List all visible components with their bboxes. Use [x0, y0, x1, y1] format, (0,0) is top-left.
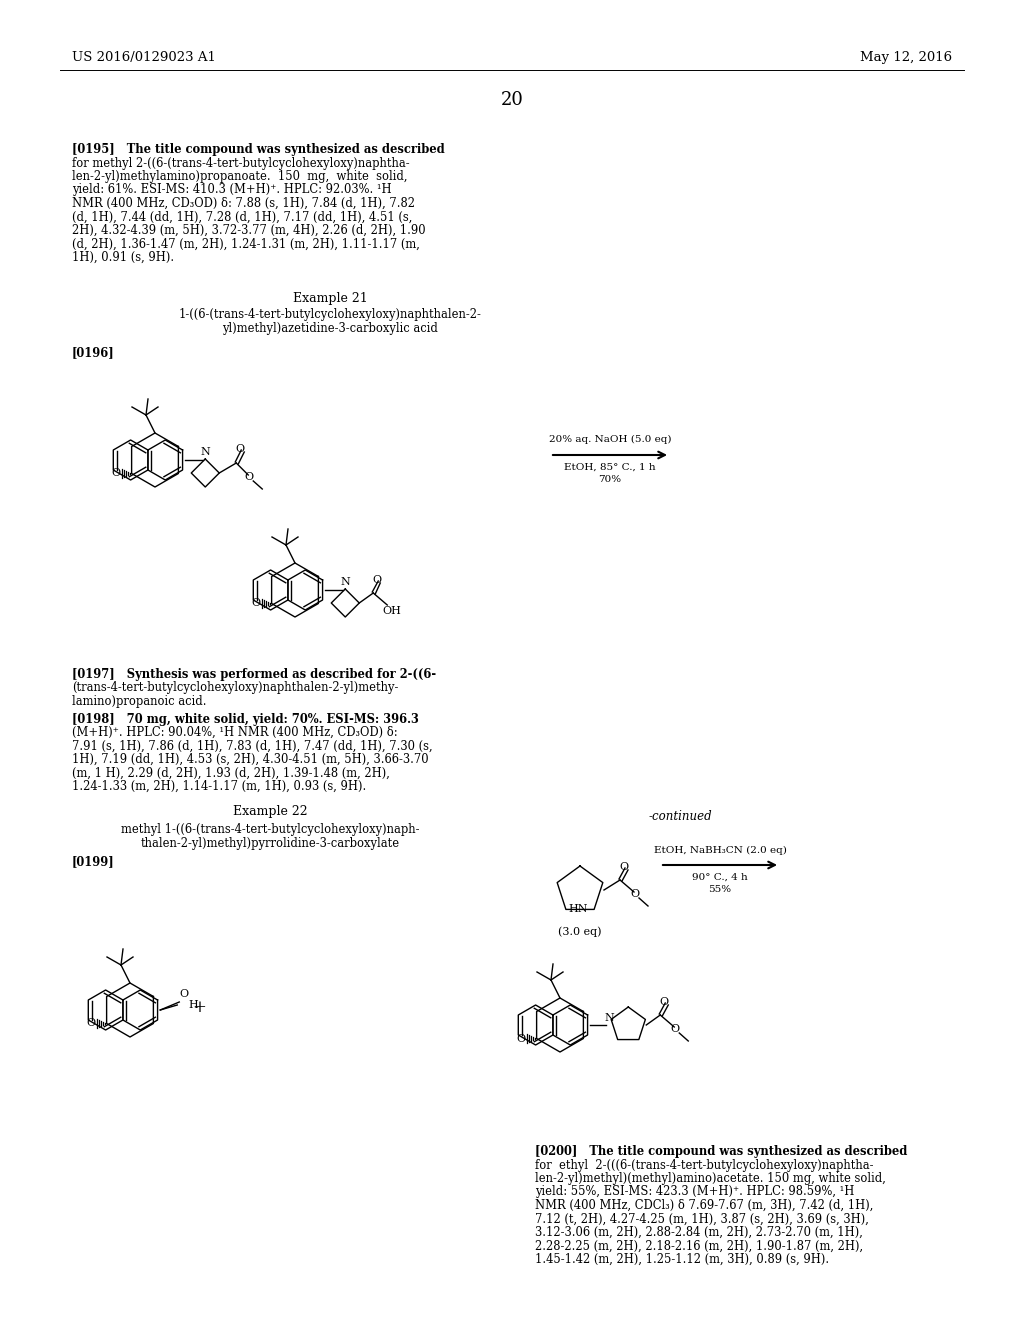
Text: (3.0 eq): (3.0 eq)	[558, 927, 602, 937]
Text: 7.91 (s, 1H), 7.86 (d, 1H), 7.83 (d, 1H), 7.47 (dd, 1H), 7.30 (s,: 7.91 (s, 1H), 7.86 (d, 1H), 7.83 (d, 1H)…	[72, 739, 432, 752]
Text: 7.12 (t, 2H), 4.27-4.25 (m, 1H), 3.87 (s, 2H), 3.69 (s, 3H),: 7.12 (t, 2H), 4.27-4.25 (m, 1H), 3.87 (s…	[535, 1213, 869, 1225]
Text: 20% aq. NaOH (5.0 eq): 20% aq. NaOH (5.0 eq)	[549, 434, 672, 444]
Text: OH: OH	[383, 606, 401, 616]
Text: N: N	[201, 447, 210, 457]
Text: O: O	[111, 469, 120, 479]
Text: 3.12-3.06 (m, 2H), 2.88-2.84 (m, 2H), 2.73-2.70 (m, 1H),: 3.12-3.06 (m, 2H), 2.88-2.84 (m, 2H), 2.…	[535, 1226, 863, 1239]
Text: methyl 1-((6-(trans-4-tert-butylcyclohexyloxy)naph-: methyl 1-((6-(trans-4-tert-butylcyclohex…	[121, 822, 419, 836]
Text: N: N	[604, 1012, 614, 1023]
Text: NMR (400 MHz, CD₃OD) δ: 7.88 (s, 1H), 7.84 (d, 1H), 7.82: NMR (400 MHz, CD₃OD) δ: 7.88 (s, 1H), 7.…	[72, 197, 415, 210]
Text: 2.28-2.25 (m, 2H), 2.18-2.16 (m, 2H), 1.90-1.87 (m, 2H),: 2.28-2.25 (m, 2H), 2.18-2.16 (m, 2H), 1.…	[535, 1239, 863, 1253]
Text: O: O	[620, 862, 629, 873]
Text: len-2-yl)methyl)(methyl)amino)acetate. 150 mg, white solid,: len-2-yl)methyl)(methyl)amino)acetate. 1…	[535, 1172, 886, 1185]
Text: 1H), 7.19 (dd, 1H), 4.53 (s, 2H), 4.30-4.51 (m, 5H), 3.66-3.70: 1H), 7.19 (dd, 1H), 4.53 (s, 2H), 4.30-4…	[72, 752, 429, 766]
Text: O: O	[179, 989, 188, 999]
Text: O: O	[245, 473, 254, 482]
Text: [0197]   Synthesis was performed as described for 2-((6-: [0197] Synthesis was performed as descri…	[72, 668, 436, 681]
Text: 90° C., 4 h: 90° C., 4 h	[692, 873, 748, 882]
Text: HN: HN	[568, 904, 588, 915]
Text: yield: 55%, ESI-MS: 423.3 (M+H)⁺. HPLC: 98.59%, ¹H: yield: 55%, ESI-MS: 423.3 (M+H)⁺. HPLC: …	[535, 1185, 854, 1199]
Text: O: O	[671, 1024, 680, 1034]
Text: -continued: -continued	[648, 810, 712, 822]
Text: 1-((6-(trans-4-tert-butylcyclohexyloxy)naphthalen-2-: 1-((6-(trans-4-tert-butylcyclohexyloxy)n…	[178, 308, 481, 321]
Text: +: +	[193, 998, 206, 1015]
Text: [0200]   The title compound was synthesized as described: [0200] The title compound was synthesize…	[535, 1144, 907, 1158]
Text: 1.24-1.33 (m, 2H), 1.14-1.17 (m, 1H), 0.93 (s, 9H).: 1.24-1.33 (m, 2H), 1.14-1.17 (m, 1H), 0.…	[72, 780, 367, 793]
Text: 20: 20	[501, 91, 523, 110]
Text: O: O	[251, 598, 260, 609]
Text: (d, 1H), 7.44 (dd, 1H), 7.28 (d, 1H), 7.17 (dd, 1H), 4.51 (s,: (d, 1H), 7.44 (dd, 1H), 7.28 (d, 1H), 7.…	[72, 210, 413, 223]
Text: O: O	[516, 1034, 525, 1044]
Text: lamino)propanoic acid.: lamino)propanoic acid.	[72, 696, 207, 708]
Text: thalen-2-yl)methyl)pyrrolidine-3-carboxylate: thalen-2-yl)methyl)pyrrolidine-3-carboxy…	[140, 837, 399, 850]
Text: May 12, 2016: May 12, 2016	[860, 51, 952, 65]
Text: (M+H)⁺. HPLC: 90.04%, ¹H NMR (400 MHz, CD₃OD) δ:: (M+H)⁺. HPLC: 90.04%, ¹H NMR (400 MHz, C…	[72, 726, 397, 739]
Text: NMR (400 MHz, CDCl₃) δ 7.69-7.67 (m, 3H), 7.42 (d, 1H),: NMR (400 MHz, CDCl₃) δ 7.69-7.67 (m, 3H)…	[535, 1199, 873, 1212]
Text: 2H), 4.32-4.39 (m, 5H), 3.72-3.77 (m, 4H), 2.26 (d, 2H), 1.90: 2H), 4.32-4.39 (m, 5H), 3.72-3.77 (m, 4H…	[72, 224, 426, 238]
Text: Example 22: Example 22	[232, 805, 307, 818]
Text: 1H), 0.91 (s, 9H).: 1H), 0.91 (s, 9H).	[72, 251, 174, 264]
Text: O: O	[631, 888, 640, 899]
Text: H: H	[188, 1001, 198, 1010]
Text: for methyl 2-((6-(trans-4-tert-butylcyclohexyloxy)naphtha-: for methyl 2-((6-(trans-4-tert-butylcycl…	[72, 157, 410, 169]
Text: US 2016/0129023 A1: US 2016/0129023 A1	[72, 51, 216, 65]
Text: 70%: 70%	[598, 475, 622, 484]
Text: Example 21: Example 21	[293, 292, 368, 305]
Text: O: O	[86, 1019, 95, 1028]
Text: 55%: 55%	[709, 886, 731, 895]
Text: EtOH, NaBH₃CN (2.0 eq): EtOH, NaBH₃CN (2.0 eq)	[653, 845, 786, 854]
Text: for  ethyl  2-(((6-(trans-4-tert-butylcyclohexyloxy)naphtha-: for ethyl 2-(((6-(trans-4-tert-butylcycl…	[535, 1159, 873, 1172]
Text: EtOH, 85° C., 1 h: EtOH, 85° C., 1 h	[564, 462, 655, 471]
Text: [0195]   The title compound was synthesized as described: [0195] The title compound was synthesize…	[72, 143, 444, 156]
Text: [0198]   70 mg, white solid, yield: 70%. ESI-MS: 396.3: [0198] 70 mg, white solid, yield: 70%. E…	[72, 713, 419, 726]
Text: O: O	[373, 576, 382, 585]
Text: (trans-4-tert-butylcyclohexyloxy)naphthalen-2-yl)methy-: (trans-4-tert-butylcyclohexyloxy)naphtha…	[72, 681, 398, 694]
Text: (d, 2H), 1.36-1.47 (m, 2H), 1.24-1.31 (m, 2H), 1.11-1.17 (m,: (d, 2H), 1.36-1.47 (m, 2H), 1.24-1.31 (m…	[72, 238, 420, 251]
Text: yl)methyl)azetidine-3-carboxylic acid: yl)methyl)azetidine-3-carboxylic acid	[222, 322, 438, 335]
Text: [0199]: [0199]	[72, 855, 115, 869]
Text: (m, 1 H), 2.29 (d, 2H), 1.93 (d, 2H), 1.39-1.48 (m, 2H),: (m, 1 H), 2.29 (d, 2H), 1.93 (d, 2H), 1.…	[72, 767, 390, 780]
Text: N: N	[340, 577, 350, 587]
Text: [0196]: [0196]	[72, 346, 115, 359]
Text: O: O	[236, 444, 245, 454]
Text: len-2-yl)methylamino)propanoate.  150  mg,  white  solid,: len-2-yl)methylamino)propanoate. 150 mg,…	[72, 170, 408, 183]
Text: O: O	[659, 997, 669, 1007]
Text: yield: 61%. ESI-MS: 410.3 (M+H)⁺. HPLC: 92.03%. ¹H: yield: 61%. ESI-MS: 410.3 (M+H)⁺. HPLC: …	[72, 183, 391, 197]
Text: 1.45-1.42 (m, 2H), 1.25-1.12 (m, 3H), 0.89 (s, 9H).: 1.45-1.42 (m, 2H), 1.25-1.12 (m, 3H), 0.…	[535, 1253, 829, 1266]
